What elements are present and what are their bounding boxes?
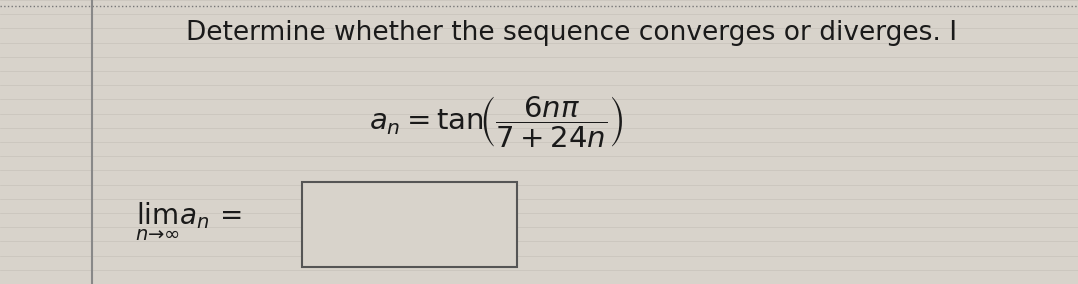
Text: $\lim_{n \to \infty} a_n =$: $\lim_{n \to \infty} a_n =$ bbox=[135, 200, 243, 243]
Text: $a_n = \mathrm{tan}\!\left(\dfrac{6n\pi}{7 + 24n}\right)$: $a_n = \mathrm{tan}\!\left(\dfrac{6n\pi}… bbox=[369, 95, 623, 150]
Text: Determine whether the sequence converges or diverges. I: Determine whether the sequence converges… bbox=[185, 20, 957, 46]
Bar bbox=[302, 182, 517, 267]
